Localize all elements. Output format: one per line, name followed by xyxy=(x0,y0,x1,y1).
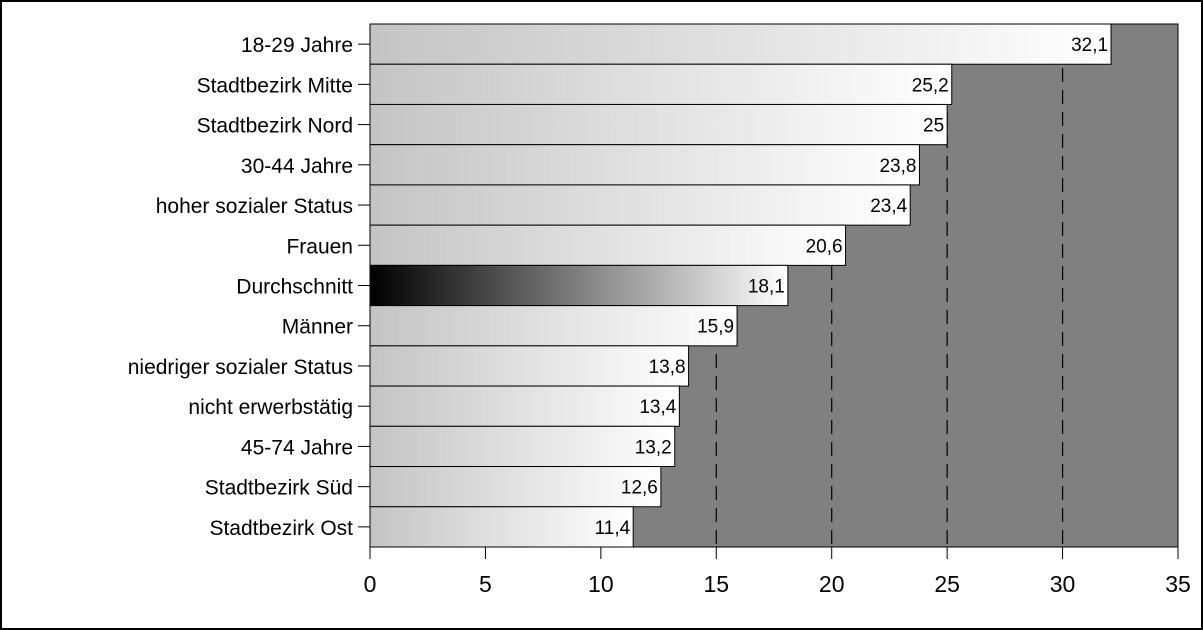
value-label: 15,9 xyxy=(697,317,734,338)
category-label: 18-29 Jahre xyxy=(241,34,353,57)
category-label: niedriger sozialer Status xyxy=(128,356,353,379)
value-label: 11,4 xyxy=(595,518,631,539)
category-label: Frauen xyxy=(286,235,353,258)
bar xyxy=(369,63,953,105)
x-tick-label: 0 xyxy=(364,571,377,597)
x-tick-label: 25 xyxy=(934,571,960,597)
value-label: 12,6 xyxy=(621,478,658,499)
value-label: 18,1 xyxy=(748,277,785,298)
x-tick-label: 5 xyxy=(479,571,492,597)
bar xyxy=(369,264,789,307)
category-label: Stadtbezirk Mitte xyxy=(197,74,353,97)
x-tick-label: 20 xyxy=(819,571,845,597)
value-label: 25,2 xyxy=(912,75,949,96)
value-label: 20,6 xyxy=(806,236,843,257)
bar xyxy=(369,345,690,387)
value-label: 23,4 xyxy=(870,196,907,217)
x-tick-label: 10 xyxy=(588,571,614,597)
category-label: Stadtbezirk Nord xyxy=(197,115,353,138)
category-label: hoher sozialer Status xyxy=(156,195,353,218)
bar xyxy=(369,466,662,508)
category-label: Durchschnitt xyxy=(236,276,353,299)
bar xyxy=(369,305,738,347)
value-label: 23,8 xyxy=(879,156,916,177)
category-label: Männer xyxy=(282,316,353,339)
bar xyxy=(369,184,911,226)
value-label: 13,4 xyxy=(639,397,676,418)
bar xyxy=(369,385,680,427)
bar xyxy=(369,23,1112,65)
value-label: 25 xyxy=(923,116,944,137)
x-tick-label: 15 xyxy=(703,571,729,597)
bar xyxy=(369,224,847,266)
category-label: 30-44 Jahre xyxy=(241,155,353,178)
category-label: 45-74 Jahre xyxy=(241,436,353,459)
category-label: Stadtbezirk Süd xyxy=(205,477,353,500)
bar xyxy=(369,506,634,548)
value-label: 32,1 xyxy=(1071,35,1108,56)
bar xyxy=(369,103,948,146)
value-label: 13,2 xyxy=(635,437,672,458)
x-tick-label: 35 xyxy=(1165,571,1191,597)
bar xyxy=(369,144,920,186)
category-label: Stadtbezirk Ost xyxy=(209,517,353,540)
x-tick-label: 30 xyxy=(1050,571,1076,597)
bar xyxy=(369,425,676,468)
value-label: 13,8 xyxy=(649,357,686,378)
category-label: nicht erwerbstätig xyxy=(188,396,353,419)
